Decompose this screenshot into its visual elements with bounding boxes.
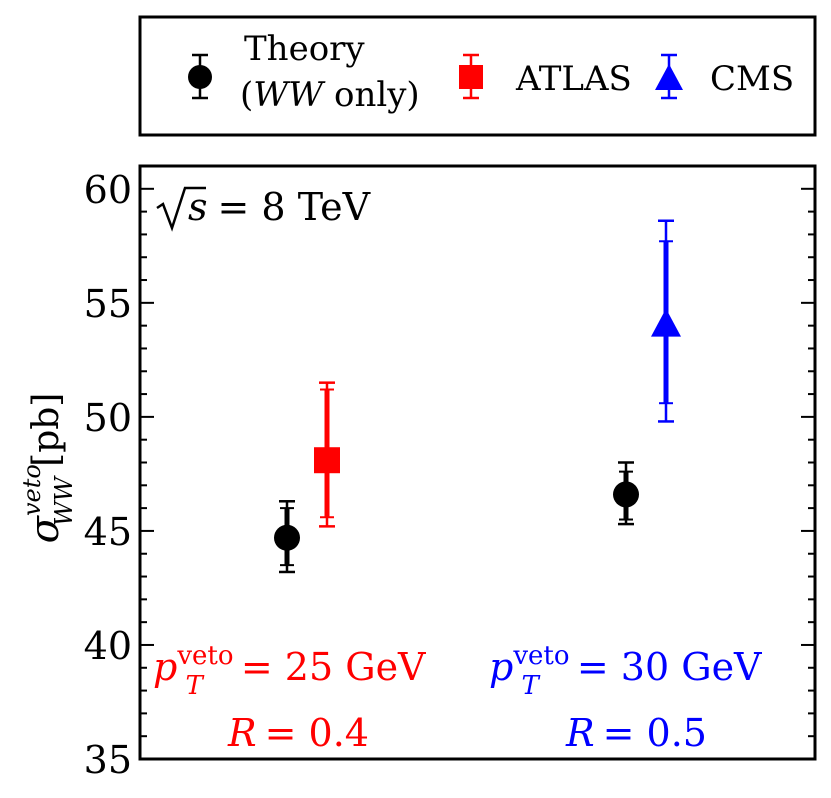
y-tick-label: 35: [84, 738, 132, 782]
annotation-cms-cut: pveto T = 30 GeV R = 0.5: [489, 641, 762, 755]
legend-theory-line1: Theory: [244, 29, 365, 69]
svg-text:s= 8 TeV: s = 8 TeV: [188, 185, 371, 229]
marker-circle: [274, 524, 300, 551]
legend-atlas-label: ATLAS: [515, 59, 632, 99]
legend: Theory (WW only) ATLAS CMS: [138, 15, 817, 137]
plot-area: [138, 164, 817, 761]
y-axis: 35 40 45 50 55 60: [84, 165, 815, 782]
data-point-theory: [274, 500, 300, 574]
legend-cms-label: CMS: [710, 59, 794, 99]
sqrt-sign: [156, 186, 206, 232]
y-tick-label: 50: [84, 396, 132, 440]
y-tick-label: 55: [84, 282, 132, 326]
marker-circle: [613, 481, 639, 508]
y-tick-label: 60: [84, 168, 132, 212]
legend-atlas-marker: [459, 53, 483, 100]
energy-label: s = 8 TeV: [156, 185, 371, 232]
y-tick-label: 45: [84, 510, 132, 554]
data-point-cms: [651, 219, 681, 423]
svg-text:R= 0.5: R = 0.5: [565, 711, 707, 755]
annotation-atlas-cut: pveto T = 25 GeV R = 0.4: [153, 641, 426, 755]
data-marks: [274, 219, 681, 574]
data-point-theory: [613, 461, 639, 526]
marker-triangle: [651, 308, 681, 337]
legend-theory-line2: (WW only): [240, 75, 420, 115]
y-tick-label: 40: [84, 624, 132, 668]
legend-cms-marker: [655, 53, 683, 100]
svg-text:R= 0.4: R = 0.4: [227, 711, 369, 755]
data-point-atlas: [314, 381, 340, 528]
legend-theory-marker: [188, 53, 212, 100]
marker-square: [314, 447, 340, 474]
y-axis-label: σveto WW[pb]: [18, 393, 78, 544]
